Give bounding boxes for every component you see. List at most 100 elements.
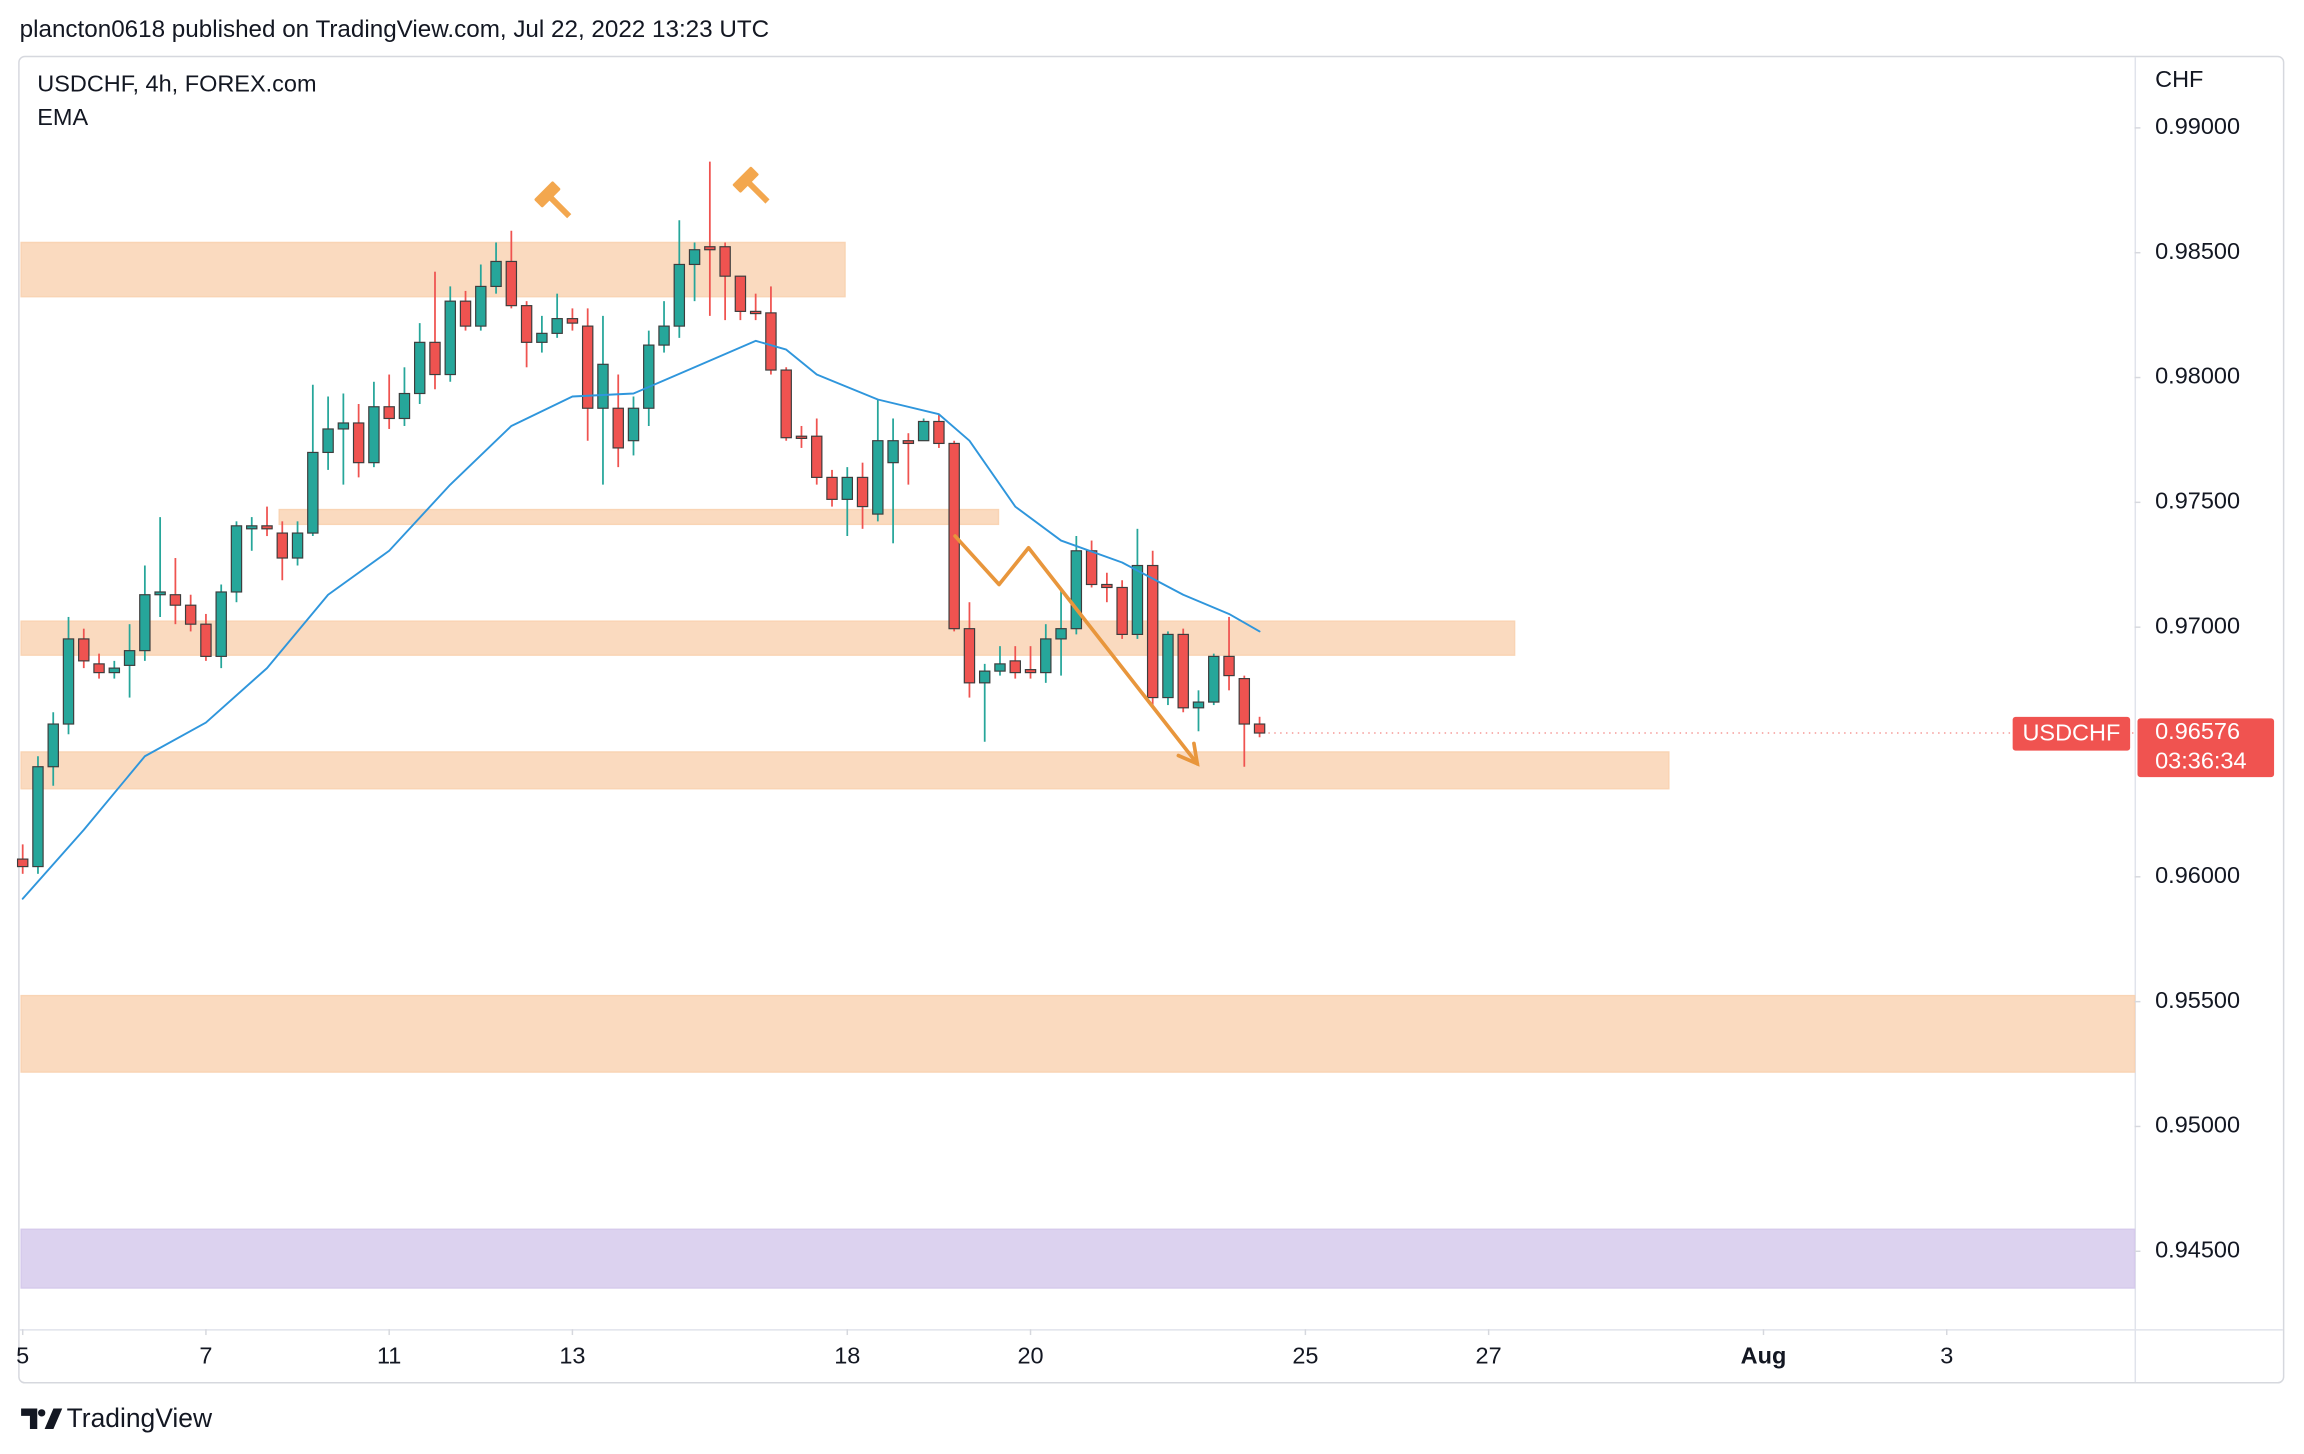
y-tick-label: 0.96000 — [2155, 862, 2240, 888]
candle-body — [154, 591, 166, 596]
indicator-label: EMA — [37, 104, 88, 130]
x-tick-label: 3 — [1940, 1342, 1953, 1368]
candle-body — [1223, 655, 1235, 677]
y-tick-label: 0.99000 — [2155, 113, 2240, 139]
y-tick-label: 0.94500 — [2155, 1236, 2240, 1262]
x-tick-label: 27 — [1476, 1342, 1502, 1368]
candle-body — [429, 341, 441, 376]
candle-body — [520, 305, 533, 343]
candle-body — [643, 344, 655, 409]
candle-body — [933, 420, 945, 445]
candle-body — [444, 300, 456, 376]
candle-body — [230, 525, 243, 593]
candle-body — [795, 435, 808, 439]
candle-body — [963, 628, 976, 684]
countdown-text: 03:36:34 — [2155, 748, 2246, 774]
candle-body — [1162, 633, 1174, 699]
candle-body — [1238, 678, 1251, 725]
candle-body — [581, 325, 594, 409]
candle-body — [62, 638, 75, 725]
candle-body — [780, 369, 792, 439]
candle-body — [917, 420, 930, 442]
x-tick-label: 20 — [1017, 1342, 1043, 1368]
arrow-head — [1176, 741, 1200, 767]
zone — [20, 620, 1516, 656]
candle-body — [32, 766, 44, 868]
candle-body — [215, 591, 227, 657]
candle-body — [765, 312, 777, 371]
candle-body — [291, 532, 304, 559]
x-tick-label: 25 — [1292, 1342, 1318, 1368]
y-tick-label: 0.95000 — [2155, 1112, 2240, 1138]
candle-body — [459, 300, 472, 327]
candle-body — [276, 532, 289, 559]
candle-body — [627, 407, 640, 442]
candle-body — [1024, 669, 1037, 674]
candle-body — [688, 249, 701, 266]
candle-body — [413, 341, 426, 395]
candle-body — [505, 260, 518, 307]
zone — [20, 994, 2136, 1073]
candle-body — [994, 663, 1006, 672]
y-tick-label: 0.97500 — [2155, 488, 2240, 514]
tradingview-logo — [21, 1408, 63, 1430]
zone — [20, 751, 1670, 790]
candle-body — [749, 310, 762, 315]
candle-body — [1192, 701, 1205, 709]
candle-body — [398, 392, 411, 420]
candle-body — [872, 440, 884, 515]
candle-body — [1131, 564, 1144, 636]
x-tick-label: 18 — [834, 1342, 860, 1368]
x-tick-label: Aug — [1741, 1342, 1787, 1368]
plot-area — [16, 161, 2136, 1289]
zone — [20, 241, 846, 298]
candle-body — [1070, 550, 1083, 630]
zone — [278, 508, 1000, 526]
candle-body — [536, 332, 548, 343]
candle-body — [887, 440, 899, 464]
symbol-badge — [2012, 716, 2131, 751]
brand-name: TradingView — [67, 1403, 213, 1433]
candle-body — [811, 435, 823, 478]
y-tick-label: 0.95500 — [2155, 987, 2240, 1013]
candle-body — [78, 638, 90, 662]
hammer-icon — [534, 181, 572, 219]
candle-body — [352, 422, 365, 464]
candle-body — [1101, 583, 1113, 589]
candle-body — [673, 263, 686, 327]
chart-frame — [18, 55, 2285, 1384]
candle-body — [184, 604, 197, 625]
candle-body — [139, 594, 151, 652]
y-tick-label: 0.98000 — [2155, 363, 2240, 389]
candle-body — [1085, 550, 1098, 586]
candle-body — [902, 440, 915, 445]
publish-header: plancton0618 published on TradingView.co… — [20, 16, 770, 43]
candle-body — [47, 723, 59, 768]
candle-body — [200, 623, 212, 657]
candle-body — [856, 476, 869, 508]
symbol-title: USDCHF, 4h, FOREX.com — [37, 70, 316, 96]
y-tick-label: 0.97000 — [2155, 612, 2240, 638]
candle-body — [826, 476, 838, 500]
candle-body — [841, 476, 854, 500]
candle-body — [566, 318, 579, 324]
candle-body — [337, 422, 350, 430]
last-price-badge — [2137, 718, 2275, 778]
candle-body — [16, 858, 29, 868]
candle-body — [1009, 660, 1021, 674]
candle-body — [658, 325, 670, 346]
candle-body — [383, 406, 395, 420]
candle-body — [1040, 638, 1052, 674]
ema-line — [21, 339, 1261, 900]
candle-body — [322, 428, 334, 454]
candle-body — [551, 318, 563, 334]
hammer-icon — [732, 166, 770, 204]
arrow-path — [953, 534, 1200, 766]
candle-body — [475, 285, 487, 327]
candle-body — [261, 525, 273, 530]
candle-body — [307, 451, 319, 534]
candle-body — [1208, 655, 1220, 703]
candle-body — [719, 246, 731, 277]
